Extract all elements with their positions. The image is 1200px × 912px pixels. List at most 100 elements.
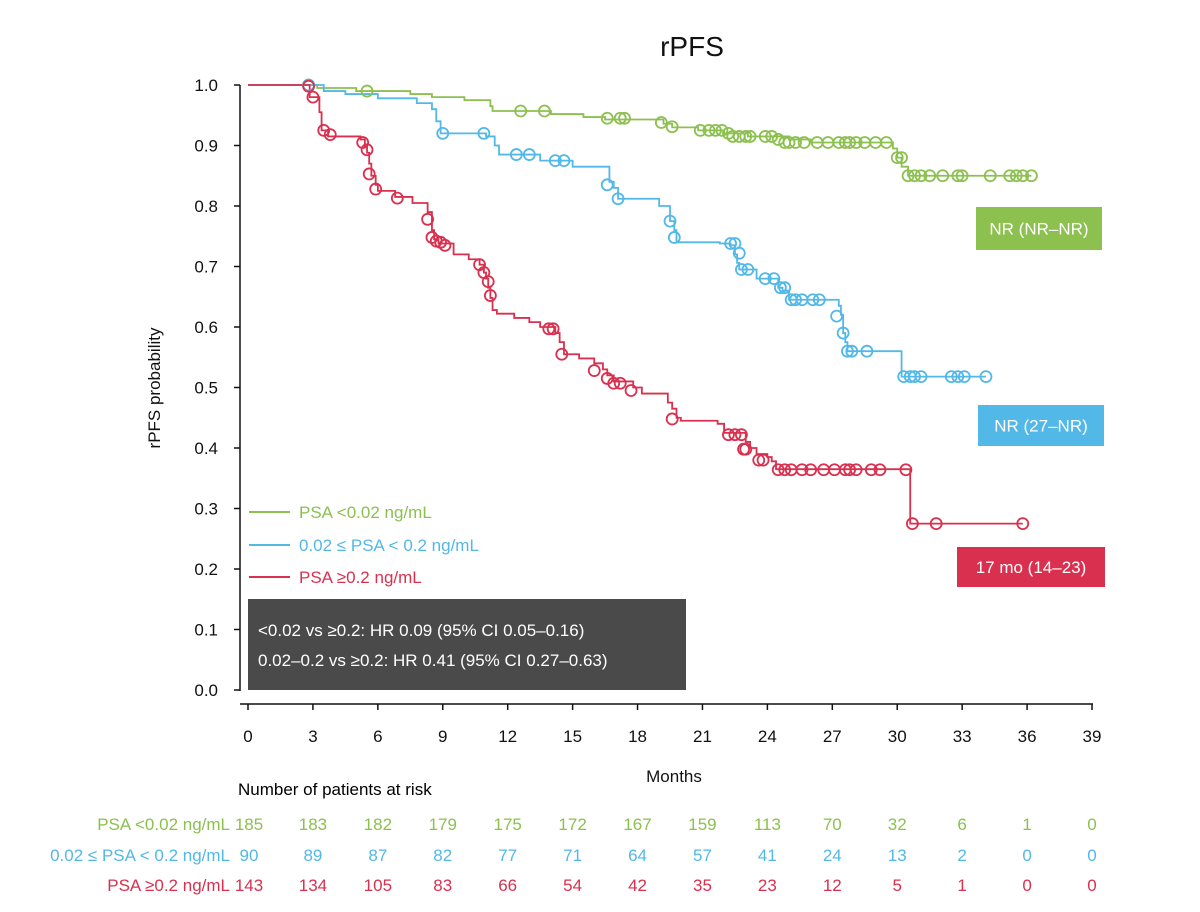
censor-mark [929,517,943,531]
censor-mark [843,463,857,477]
censor-mark [765,130,779,143]
hr-box: <0.02 vs ≥0.2: HR 0.09 (95% CI 0.05–0.16… [248,599,686,690]
risk-value: 179 [429,815,457,834]
risk-value: 12 [823,876,842,895]
risk-value: 1 [1022,815,1031,834]
censor-mark [843,136,857,149]
censor-mark [756,453,770,467]
median-badge-label: NR (27–NR) [994,417,1088,436]
censor-mark [951,370,965,384]
risk-value: 0 [1022,846,1031,865]
censor-mark [390,191,404,205]
censor-mark [789,136,802,149]
risk-value: 87 [368,846,387,865]
risk-value: 185 [235,815,263,834]
median-badge [976,207,1102,250]
x-tick-label: 21 [693,727,712,746]
risk-value: 42 [628,876,647,895]
censor-mark [778,281,792,295]
curves [248,84,1032,525]
risk-value: 64 [628,846,647,865]
censor-mark [841,344,854,358]
censor-mark [546,322,560,336]
censor-mark [613,111,627,125]
risk-value: 172 [558,815,586,834]
median-badge-label: NR (NR–NR) [989,220,1088,239]
risk-value: 35 [693,876,712,895]
censor-mark [611,192,625,206]
censor-mark [722,428,735,442]
curve-series-2 [248,84,1023,525]
censor-mark [864,463,878,477]
censor-mark [845,344,859,358]
censor-mark [728,428,742,442]
risk-value: 71 [563,846,582,865]
risk-value: 13 [888,846,907,865]
censor-mark [693,123,707,137]
censor-mark [957,370,971,384]
censor-mark [302,79,315,93]
legend-label: PSA ≥0.2 ng/mL [299,568,422,587]
censor-mark [914,169,928,183]
y-tick-label: 0.5 [194,379,218,398]
censor-mark [654,116,668,129]
censor-mark [767,272,781,286]
median-badge [978,405,1104,446]
censor-mark [369,182,383,196]
risk-value: 32 [888,815,907,834]
censor-mark [830,309,844,323]
censor-mark [739,130,753,143]
censor-mark [1016,517,1030,531]
risk-table: PSA <0.02 ng/mL 185 183 182 179 175 172 167 159 1… [50,815,1097,895]
risk-value: 83 [433,876,452,895]
risk-value: 0 [1087,846,1096,865]
risk-value: 175 [494,815,522,834]
censor-mark [789,293,802,307]
axes: 0.00.10.20.30.40.50.60.70.80.91.00 3 6 9 12 1… [194,76,1101,746]
censor-mark [618,111,631,125]
y-tick-label: 0.7 [194,258,218,277]
risk-value: 183 [299,815,327,834]
x-tick-label: 0 [243,727,252,746]
risk-value: 66 [498,876,517,895]
censor-mark [951,169,965,183]
censor-mark [667,231,681,244]
hr-line-1: <0.02 vs ≥0.2: HR 0.09 (95% CI 0.05–0.16… [258,621,584,640]
censor-mark [624,384,638,397]
censor-mark [908,370,921,384]
x-tick-label: 30 [888,727,907,746]
y-axis-title: rPFS probability [145,327,164,448]
censor-mark [905,517,919,531]
censor-mark [1009,169,1023,183]
x-tick-label: 27 [823,727,842,746]
x-tick-label: 12 [498,727,517,746]
censor-mark [739,442,753,456]
censor-mark [812,293,826,307]
censor-mark [665,412,679,426]
y-tick-label: 0.8 [194,197,218,216]
censor-mark [804,463,818,477]
risk-value: 89 [303,846,322,865]
legend-label: PSA <0.02 ng/mL [299,503,432,522]
x-tick-label: 36 [1018,727,1037,746]
censor-mark [849,463,863,477]
risk-value: 167 [623,815,651,834]
risk-value: 182 [364,815,392,834]
y-tick-label: 0.3 [194,500,218,519]
x-tick-label: 39 [1083,727,1102,746]
y-tick-label: 0.1 [194,621,218,640]
legend-label: 0.02 ≤ PSA < 0.2 ng/mL [299,536,479,555]
censor-mark [557,154,571,168]
censor-mark [836,326,850,340]
censor-mark [1003,169,1017,183]
risk-value: 57 [693,846,712,865]
y-tick-label: 0.0 [194,681,218,700]
censor-mark [715,123,729,137]
censor-mark [1016,169,1030,183]
censor-marks [302,78,1038,531]
censor-mark [758,272,772,286]
censor-mark [795,463,809,477]
censor-mark [438,238,452,252]
censor-mark [362,167,376,181]
risk-value: 0 [1087,876,1096,895]
